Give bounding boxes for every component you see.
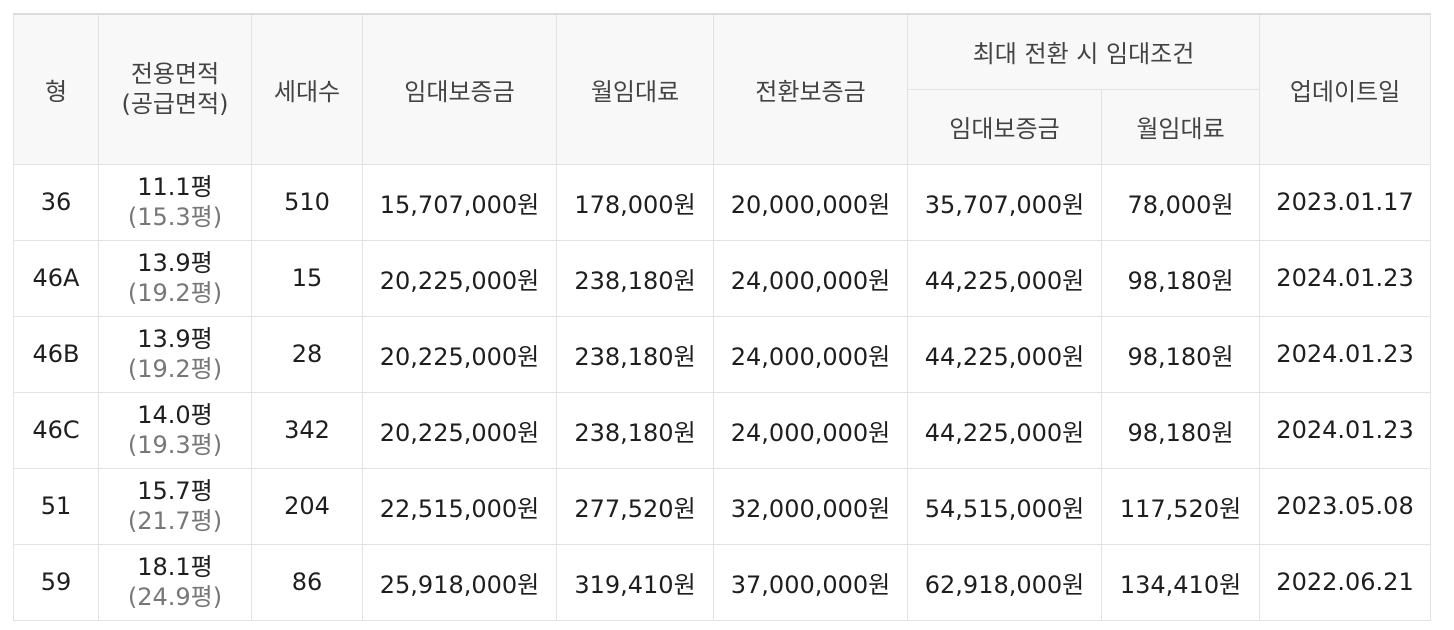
cell-area-supply: (15.3평) — [127, 203, 223, 231]
cell-households: 204 — [251, 467, 363, 545]
table-row: 46B 13.9평 (19.2평) 28 20,225,000원 238,180… — [13, 315, 1432, 393]
cell-area: 13.9평 (19.2평) — [98, 239, 252, 317]
cell-conversion-deposit: 24,000,000원 — [713, 315, 908, 393]
cell-type: 46A — [13, 239, 99, 317]
header-max-conversion-group: 최대 전환 시 임대조건 — [906, 13, 1261, 90]
header-households: 세대수 — [251, 13, 363, 165]
header-max-monthly-rent: 월임대료 — [1100, 88, 1261, 165]
cell-type: 59 — [13, 543, 99, 621]
cell-conversion-deposit: 24,000,000원 — [713, 391, 908, 469]
cell-max-monthly-rent: 134,410원 — [1100, 543, 1261, 621]
cell-updated-date: 2023.01.17 — [1259, 163, 1432, 241]
cell-type: 46B — [13, 315, 99, 393]
cell-type: 36 — [13, 163, 99, 241]
cell-max-deposit: 62,918,000원 — [907, 543, 1102, 621]
cell-max-deposit: 44,225,000원 — [907, 239, 1102, 317]
table-row: 36 11.1평 (15.3평) 510 15,707,000원 178,000… — [13, 163, 1432, 241]
cell-area: 18.1평 (24.9평) — [98, 543, 252, 621]
cell-max-monthly-rent: 98,180원 — [1100, 239, 1261, 317]
cell-deposit: 20,225,000원 — [362, 239, 557, 317]
cell-area: 15.7평 (21.7평) — [98, 467, 252, 545]
cell-conversion-deposit: 37,000,000원 — [713, 543, 908, 621]
header-monthly-rent: 월임대료 — [556, 13, 714, 165]
cell-monthly-rent: 238,180원 — [556, 239, 714, 317]
table-row: 46A 13.9평 (19.2평) 15 20,225,000원 238,180… — [13, 239, 1432, 317]
cell-area-exclusive: 18.1평 — [137, 553, 213, 581]
cell-updated-date: 2024.01.23 — [1259, 239, 1432, 317]
cell-updated-date: 2024.01.23 — [1259, 315, 1432, 393]
cell-max-deposit: 44,225,000원 — [907, 391, 1102, 469]
cell-deposit: 20,225,000원 — [362, 391, 557, 469]
cell-monthly-rent: 178,000원 — [556, 163, 714, 241]
cell-households: 342 — [251, 391, 363, 469]
table-body: 36 11.1평 (15.3평) 510 15,707,000원 178,000… — [13, 163, 1432, 621]
cell-max-monthly-rent: 98,180원 — [1100, 315, 1261, 393]
cell-area-supply: (19.3평) — [127, 431, 223, 459]
table-row: 51 15.7평 (21.7평) 204 22,515,000원 277,520… — [13, 467, 1432, 545]
cell-area-exclusive: 11.1평 — [137, 173, 213, 201]
cell-conversion-deposit: 24,000,000원 — [713, 239, 908, 317]
cell-households: 510 — [251, 163, 363, 241]
cell-deposit: 22,515,000원 — [362, 467, 557, 545]
header-max-deposit: 임대보증금 — [907, 88, 1102, 165]
cell-households: 15 — [251, 239, 363, 317]
header-type: 형 — [13, 13, 99, 165]
cell-conversion-deposit: 32,000,000원 — [713, 467, 908, 545]
cell-deposit: 20,225,000원 — [362, 315, 557, 393]
cell-area-supply: (19.2평) — [127, 279, 223, 307]
cell-deposit: 15,707,000원 — [362, 163, 557, 241]
rent-table-container: 형 전용면적 (공급면적) 세대수 임대보증금 월임대료 전환보증금 최대 전환… — [13, 13, 1432, 621]
cell-area-supply: (21.7평) — [127, 507, 223, 535]
cell-type: 46C — [13, 391, 99, 469]
cell-max-monthly-rent: 117,520원 — [1100, 467, 1261, 545]
cell-households: 28 — [251, 315, 363, 393]
cell-monthly-rent: 319,410원 — [556, 543, 714, 621]
cell-updated-date: 2024.01.23 — [1259, 391, 1432, 469]
header-conversion-deposit: 전환보증금 — [713, 13, 908, 165]
header-area: 전용면적 (공급면적) — [98, 13, 252, 165]
header-deposit: 임대보증금 — [362, 13, 557, 165]
header-area-supply: (공급면적) — [121, 90, 229, 119]
cell-updated-date: 2023.05.08 — [1259, 467, 1432, 545]
cell-households: 86 — [251, 543, 363, 621]
table-row: 46C 14.0평 (19.3평) 342 20,225,000원 238,18… — [13, 391, 1432, 469]
cell-area-exclusive: 13.9평 — [137, 325, 213, 353]
cell-monthly-rent: 277,520원 — [556, 467, 714, 545]
cell-area-supply: (24.9평) — [127, 583, 223, 611]
cell-deposit: 25,918,000원 — [362, 543, 557, 621]
table-header: 형 전용면적 (공급면적) 세대수 임대보증금 월임대료 전환보증금 최대 전환… — [13, 13, 1432, 165]
cell-max-monthly-rent: 78,000원 — [1100, 163, 1261, 241]
cell-max-deposit: 35,707,000원 — [907, 163, 1102, 241]
cell-max-monthly-rent: 98,180원 — [1100, 391, 1261, 469]
header-updated-date: 업데이트일 — [1259, 13, 1432, 165]
cell-max-deposit: 44,225,000원 — [907, 315, 1102, 393]
cell-area-exclusive: 15.7평 — [137, 477, 213, 505]
cell-monthly-rent: 238,180원 — [556, 315, 714, 393]
cell-updated-date: 2022.06.21 — [1259, 543, 1432, 621]
cell-area: 11.1평 (15.3평) — [98, 163, 252, 241]
rental-conditions-table: 형 전용면적 (공급면적) 세대수 임대보증금 월임대료 전환보증금 최대 전환… — [13, 13, 1432, 621]
cell-max-deposit: 54,515,000원 — [907, 467, 1102, 545]
cell-area: 14.0평 (19.3평) — [98, 391, 252, 469]
table-row: 59 18.1평 (24.9평) 86 25,918,000원 319,410원… — [13, 543, 1432, 621]
cell-area-exclusive: 13.9평 — [137, 249, 213, 277]
cell-area: 13.9평 (19.2평) — [98, 315, 252, 393]
cell-type: 51 — [13, 467, 99, 545]
cell-conversion-deposit: 20,000,000원 — [713, 163, 908, 241]
header-area-exclusive: 전용면적 — [130, 60, 220, 89]
cell-area-supply: (19.2평) — [127, 355, 223, 383]
cell-monthly-rent: 238,180원 — [556, 391, 714, 469]
cell-area-exclusive: 14.0평 — [137, 401, 213, 429]
